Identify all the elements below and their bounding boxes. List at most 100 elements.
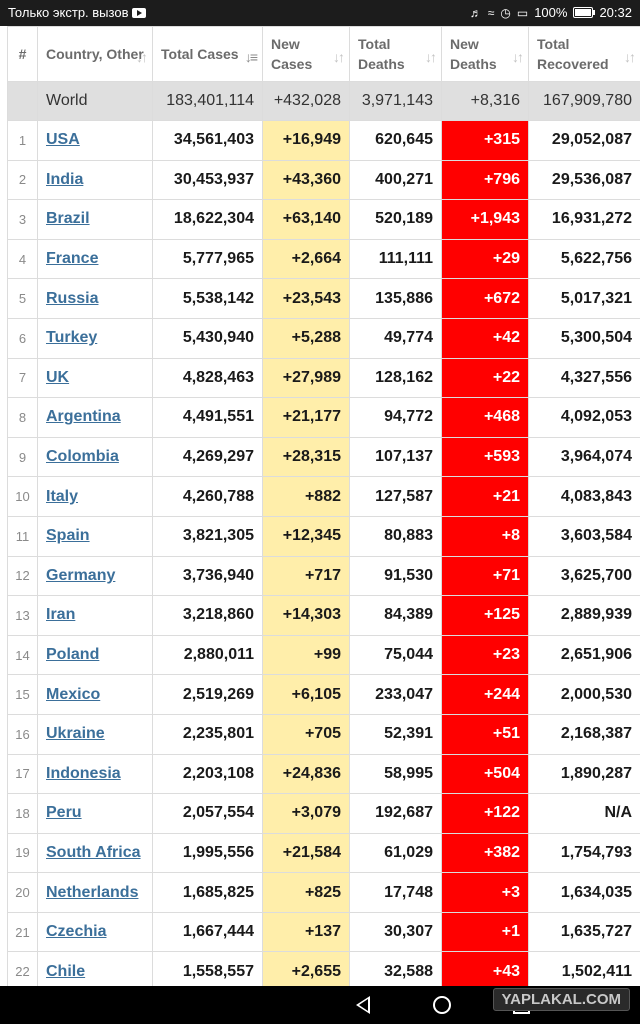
country-link[interactable]: Ukraine xyxy=(46,725,105,743)
country-link[interactable]: India xyxy=(46,170,84,188)
new-deaths-cell: +43 xyxy=(441,951,529,986)
clock: 20:32 xyxy=(599,5,632,20)
country-cell: Czechia xyxy=(37,911,153,953)
country-link[interactable]: Russia xyxy=(46,289,99,307)
country-link[interactable]: South Africa xyxy=(46,843,141,861)
row-number: 9 xyxy=(7,436,38,478)
country-cell: India xyxy=(37,159,153,201)
country-link[interactable]: Iran xyxy=(46,606,76,624)
covid-table-container[interactable]: # Country, Other ↓↑ Total Cases ↓≡ New Cas… xyxy=(7,26,640,986)
new-cases-cell: +24,836 xyxy=(262,753,350,795)
total-deaths-cell: 17,748 xyxy=(349,872,442,913)
country-link[interactable]: Germany xyxy=(46,566,116,584)
total-deaths-cell: 233,047 xyxy=(349,674,442,715)
country-link[interactable]: Argentina xyxy=(46,408,121,426)
country-cell: Argentina xyxy=(37,397,153,438)
new-deaths-cell: +125 xyxy=(441,595,529,636)
country-cell: Russia xyxy=(37,278,153,319)
header-total-deaths[interactable]: Total Deaths ↓↑ xyxy=(349,26,442,82)
new-deaths-cell: +3 xyxy=(441,872,529,913)
country-link[interactable]: Netherlands xyxy=(46,883,139,901)
new-deaths-cell: +21 xyxy=(441,476,529,517)
total-deaths-cell: 128,162 xyxy=(349,357,442,399)
country-link[interactable]: Indonesia xyxy=(46,764,121,782)
header-num[interactable]: # xyxy=(7,26,38,82)
header-new-cases-label: New Cases xyxy=(271,36,313,72)
home-icon[interactable] xyxy=(433,996,451,1014)
sort-icon[interactable]: ↓↑ xyxy=(624,49,636,65)
new-cases-cell: +12,345 xyxy=(262,515,350,557)
total-recovered-cell: N/A xyxy=(528,793,640,834)
total-cases-cell: 2,235,801 xyxy=(152,713,263,755)
row-number: 2 xyxy=(7,159,38,201)
country-cell: Indonesia xyxy=(37,753,153,795)
country-link[interactable]: Spain xyxy=(46,527,90,545)
total-deaths-cell: 61,029 xyxy=(349,832,442,874)
new-cases-cell: +705 xyxy=(262,713,350,755)
table-row: 18 Peru 2,057,554 +3,079 192,687 +122 N/A xyxy=(7,793,640,834)
country-cell: France xyxy=(37,238,153,280)
country-link[interactable]: Turkey xyxy=(46,329,98,347)
total-recovered-cell: 1,634,035 xyxy=(528,872,640,913)
sort-icon[interactable]: ↓↑ xyxy=(512,49,524,65)
country-link[interactable]: Italy xyxy=(46,487,79,505)
country-link[interactable]: Chile xyxy=(46,962,86,980)
total-cases-cell: 1,558,557 xyxy=(152,951,263,986)
row-number: 17 xyxy=(7,753,38,795)
total-cases-cell: 4,269,297 xyxy=(152,436,263,478)
total-cases-cell: 4,491,551 xyxy=(152,397,263,438)
sort-icon[interactable]: ↓↑ xyxy=(425,49,437,65)
header-total-cases[interactable]: Total Cases ↓≡ xyxy=(152,26,263,82)
total-recovered-cell: 3,603,584 xyxy=(528,515,640,557)
new-cases-cell: +717 xyxy=(262,555,350,597)
total-deaths-cell: 32,588 xyxy=(349,951,442,986)
total-recovered-cell: 16,931,272 xyxy=(528,199,640,240)
row-number: 10 xyxy=(7,476,38,517)
row-number: 13 xyxy=(7,595,38,636)
country-link[interactable]: Mexico xyxy=(46,685,101,703)
country-link[interactable]: Brazil xyxy=(46,210,90,228)
row-number: 12 xyxy=(7,555,38,597)
world-total-deaths: 3,971,143 xyxy=(349,81,442,121)
new-cases-cell: +2,655 xyxy=(262,951,350,986)
country-link[interactable]: Czechia xyxy=(46,923,107,941)
row-number: 19 xyxy=(7,832,38,874)
sort-icon[interactable]: ↓↑ xyxy=(136,49,148,65)
total-recovered-cell: 5,017,321 xyxy=(528,278,640,319)
header-country[interactable]: Country, Other ↓↑ xyxy=(37,26,153,82)
table-row: 10 Italy 4,260,788 +882 127,587 +21 4,083,843 xyxy=(7,476,640,517)
world-new-deaths: +8,316 xyxy=(441,81,529,121)
row-number: 1 xyxy=(7,120,38,161)
total-recovered-cell: 3,964,074 xyxy=(528,436,640,478)
country-link[interactable]: UK xyxy=(46,368,70,386)
country-link[interactable]: Colombia xyxy=(46,448,119,466)
table-row: 21 Czechia 1,667,444 +137 30,307 +1 1,635,727 xyxy=(7,911,640,953)
total-cases-cell: 5,777,965 xyxy=(152,238,263,280)
total-cases-cell: 2,203,108 xyxy=(152,753,263,795)
total-cases-cell: 30,453,937 xyxy=(152,159,263,201)
total-deaths-cell: 52,391 xyxy=(349,713,442,755)
header-total-cases-label: Total Cases xyxy=(161,46,239,62)
sort-desc-icon[interactable]: ↓≡ xyxy=(244,49,258,65)
country-link[interactable]: Poland xyxy=(46,646,100,664)
header-new-deaths[interactable]: New Deaths ↓↑ xyxy=(441,26,529,82)
row-number: 8 xyxy=(7,397,38,438)
country-link[interactable]: France xyxy=(46,250,99,268)
new-deaths-cell: +29 xyxy=(441,238,529,280)
table-row: 3 Brazil 18,622,304 +63,140 520,189 +1,943 16,… xyxy=(7,199,640,240)
country-link[interactable]: USA xyxy=(46,131,80,149)
sort-icon[interactable]: ↓↑ xyxy=(333,49,345,65)
row-number: 3 xyxy=(7,199,38,240)
total-deaths-cell: 400,271 xyxy=(349,159,442,201)
back-icon[interactable] xyxy=(356,996,370,1014)
battery-icon xyxy=(573,7,596,18)
total-deaths-cell: 30,307 xyxy=(349,911,442,953)
header-new-cases[interactable]: New Cases ↓↑ xyxy=(262,26,350,82)
country-cell: USA xyxy=(37,120,153,161)
header-total-recovered[interactable]: Total Recovered ↓↑ xyxy=(528,26,640,82)
world-new-cases: +432,028 xyxy=(262,81,350,121)
new-cases-cell: +825 xyxy=(262,872,350,913)
new-cases-cell: +23,543 xyxy=(262,278,350,319)
total-cases-cell: 34,561,403 xyxy=(152,120,263,161)
country-link[interactable]: Peru xyxy=(46,804,82,822)
